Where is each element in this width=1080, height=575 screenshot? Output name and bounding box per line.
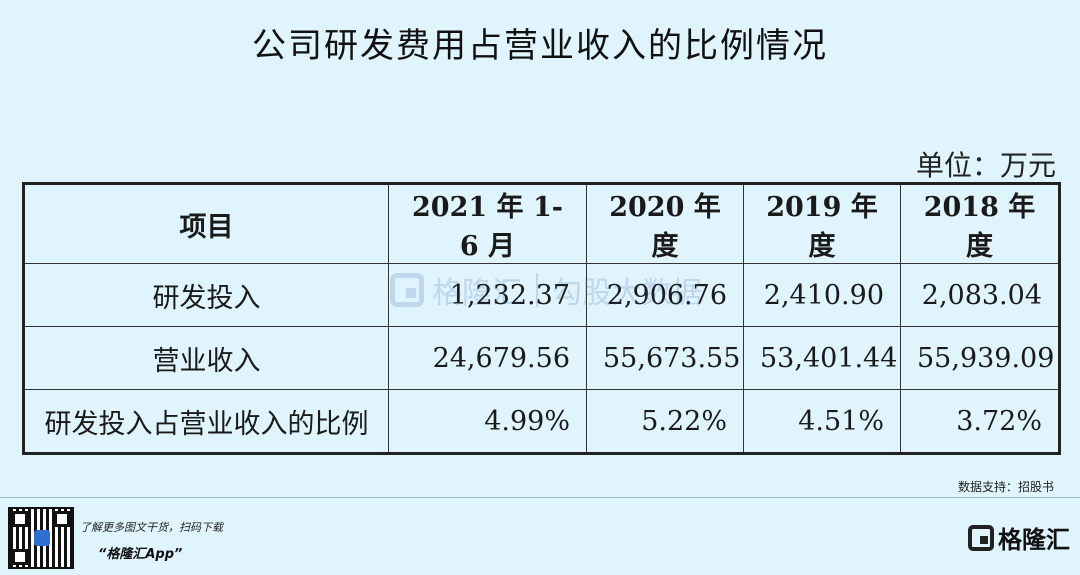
header-cell-item: 项目 [23, 183, 389, 264]
unit-label: 单位：万元 [915, 149, 1056, 182]
qr-finder-icon [12, 549, 28, 565]
row-label: 研发投入 [23, 263, 389, 327]
table-cell: 4.51% [743, 389, 901, 454]
table-cell: 55,673.55 [586, 326, 744, 390]
footer-divider [0, 497, 1080, 498]
table-cell: 24,679.56 [388, 326, 587, 390]
header-row: 项目 2021 年 1-6 月 2020 年度 2019 年度 2018 年度 [23, 183, 1060, 264]
header-cell-2020: 2020 年度 [586, 183, 744, 264]
table-cell: 2,906.76 [586, 263, 744, 327]
table-cell: 3.72% [900, 389, 1060, 454]
header-cell-2021h1: 2021 年 1-6 月 [388, 183, 587, 264]
app-name: “格隆汇App” [98, 547, 183, 562]
qr-code-icon [8, 507, 74, 569]
table-row: 研发投入占营业收入的比例 4.99% 5.22% 4.51% 3.72% [23, 389, 1060, 454]
qr-finder-icon [54, 511, 70, 527]
brand-logo: 格隆汇 [968, 520, 1070, 555]
table-cell: 2,410.90 [743, 263, 901, 327]
source-note: 数据支持：招股书 [957, 480, 1054, 494]
qr-finder-icon [12, 511, 28, 527]
table-cell: 5.22% [586, 389, 744, 454]
table-cell: 1,232.37 [388, 263, 587, 327]
header-cell-2019: 2019 年度 [743, 183, 901, 264]
table-cell: 4.99% [388, 389, 587, 454]
data-table: 项目 2021 年 1-6 月 2020 年度 2019 年度 2018 年度 … [22, 182, 1061, 455]
promo-text: 了解更多图文干货，扫码下载 [80, 521, 223, 534]
table-row: 研发投入 1,232.37 2,906.76 2,410.90 2,083.04 [23, 263, 1060, 327]
table-row: 营业收入 24,679.56 55,673.55 53,401.44 55,93… [23, 326, 1060, 390]
table-cell: 2,083.04 [900, 263, 1060, 327]
gelonghui-brand-icon [968, 524, 994, 551]
brand-name: 格隆汇 [998, 526, 1070, 554]
row-label: 研发投入占营业收入的比例 [23, 389, 389, 454]
page-title: 公司研发费用占营业收入的比例情况 [252, 26, 828, 66]
table-cell: 55,939.09 [900, 326, 1060, 390]
qr-logo-icon [34, 530, 50, 546]
table-cell: 53,401.44 [743, 326, 901, 390]
header-cell-2018: 2018 年度 [900, 183, 1060, 264]
row-label: 营业收入 [23, 326, 389, 390]
